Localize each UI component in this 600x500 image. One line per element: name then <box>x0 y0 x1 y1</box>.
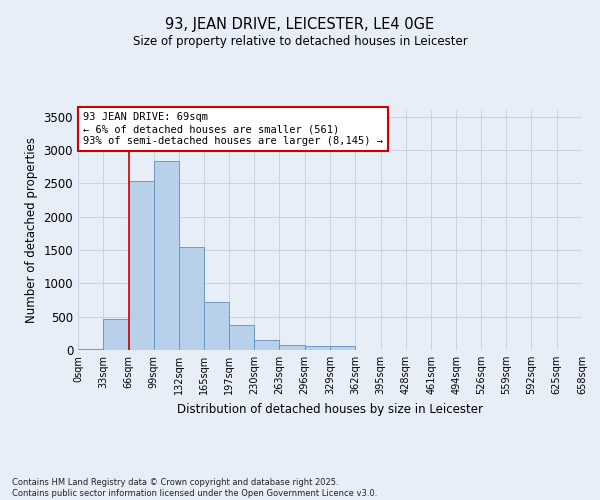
Bar <box>179 248 205 350</box>
Bar <box>305 346 330 350</box>
Text: Contains HM Land Registry data © Crown copyright and database right 2025.
Contai: Contains HM Land Registry data © Crown c… <box>12 478 377 498</box>
Bar <box>154 160 179 350</box>
Bar <box>229 324 254 350</box>
Bar <box>128 182 154 350</box>
Text: Size of property relative to detached houses in Leicester: Size of property relative to detached ho… <box>133 35 467 48</box>
Bar <box>280 344 305 350</box>
Text: 93 JEAN DRIVE: 69sqm
← 6% of detached houses are smaller (561)
93% of semi-detac: 93 JEAN DRIVE: 69sqm ← 6% of detached ho… <box>83 112 383 146</box>
Y-axis label: Number of detached properties: Number of detached properties <box>25 137 38 323</box>
Bar <box>205 302 229 350</box>
X-axis label: Distribution of detached houses by size in Leicester: Distribution of detached houses by size … <box>177 402 483 415</box>
Text: 93, JEAN DRIVE, LEICESTER, LE4 0GE: 93, JEAN DRIVE, LEICESTER, LE4 0GE <box>166 18 434 32</box>
Bar <box>103 318 128 350</box>
Bar <box>330 346 355 350</box>
Bar <box>78 348 103 350</box>
Bar <box>254 340 280 350</box>
